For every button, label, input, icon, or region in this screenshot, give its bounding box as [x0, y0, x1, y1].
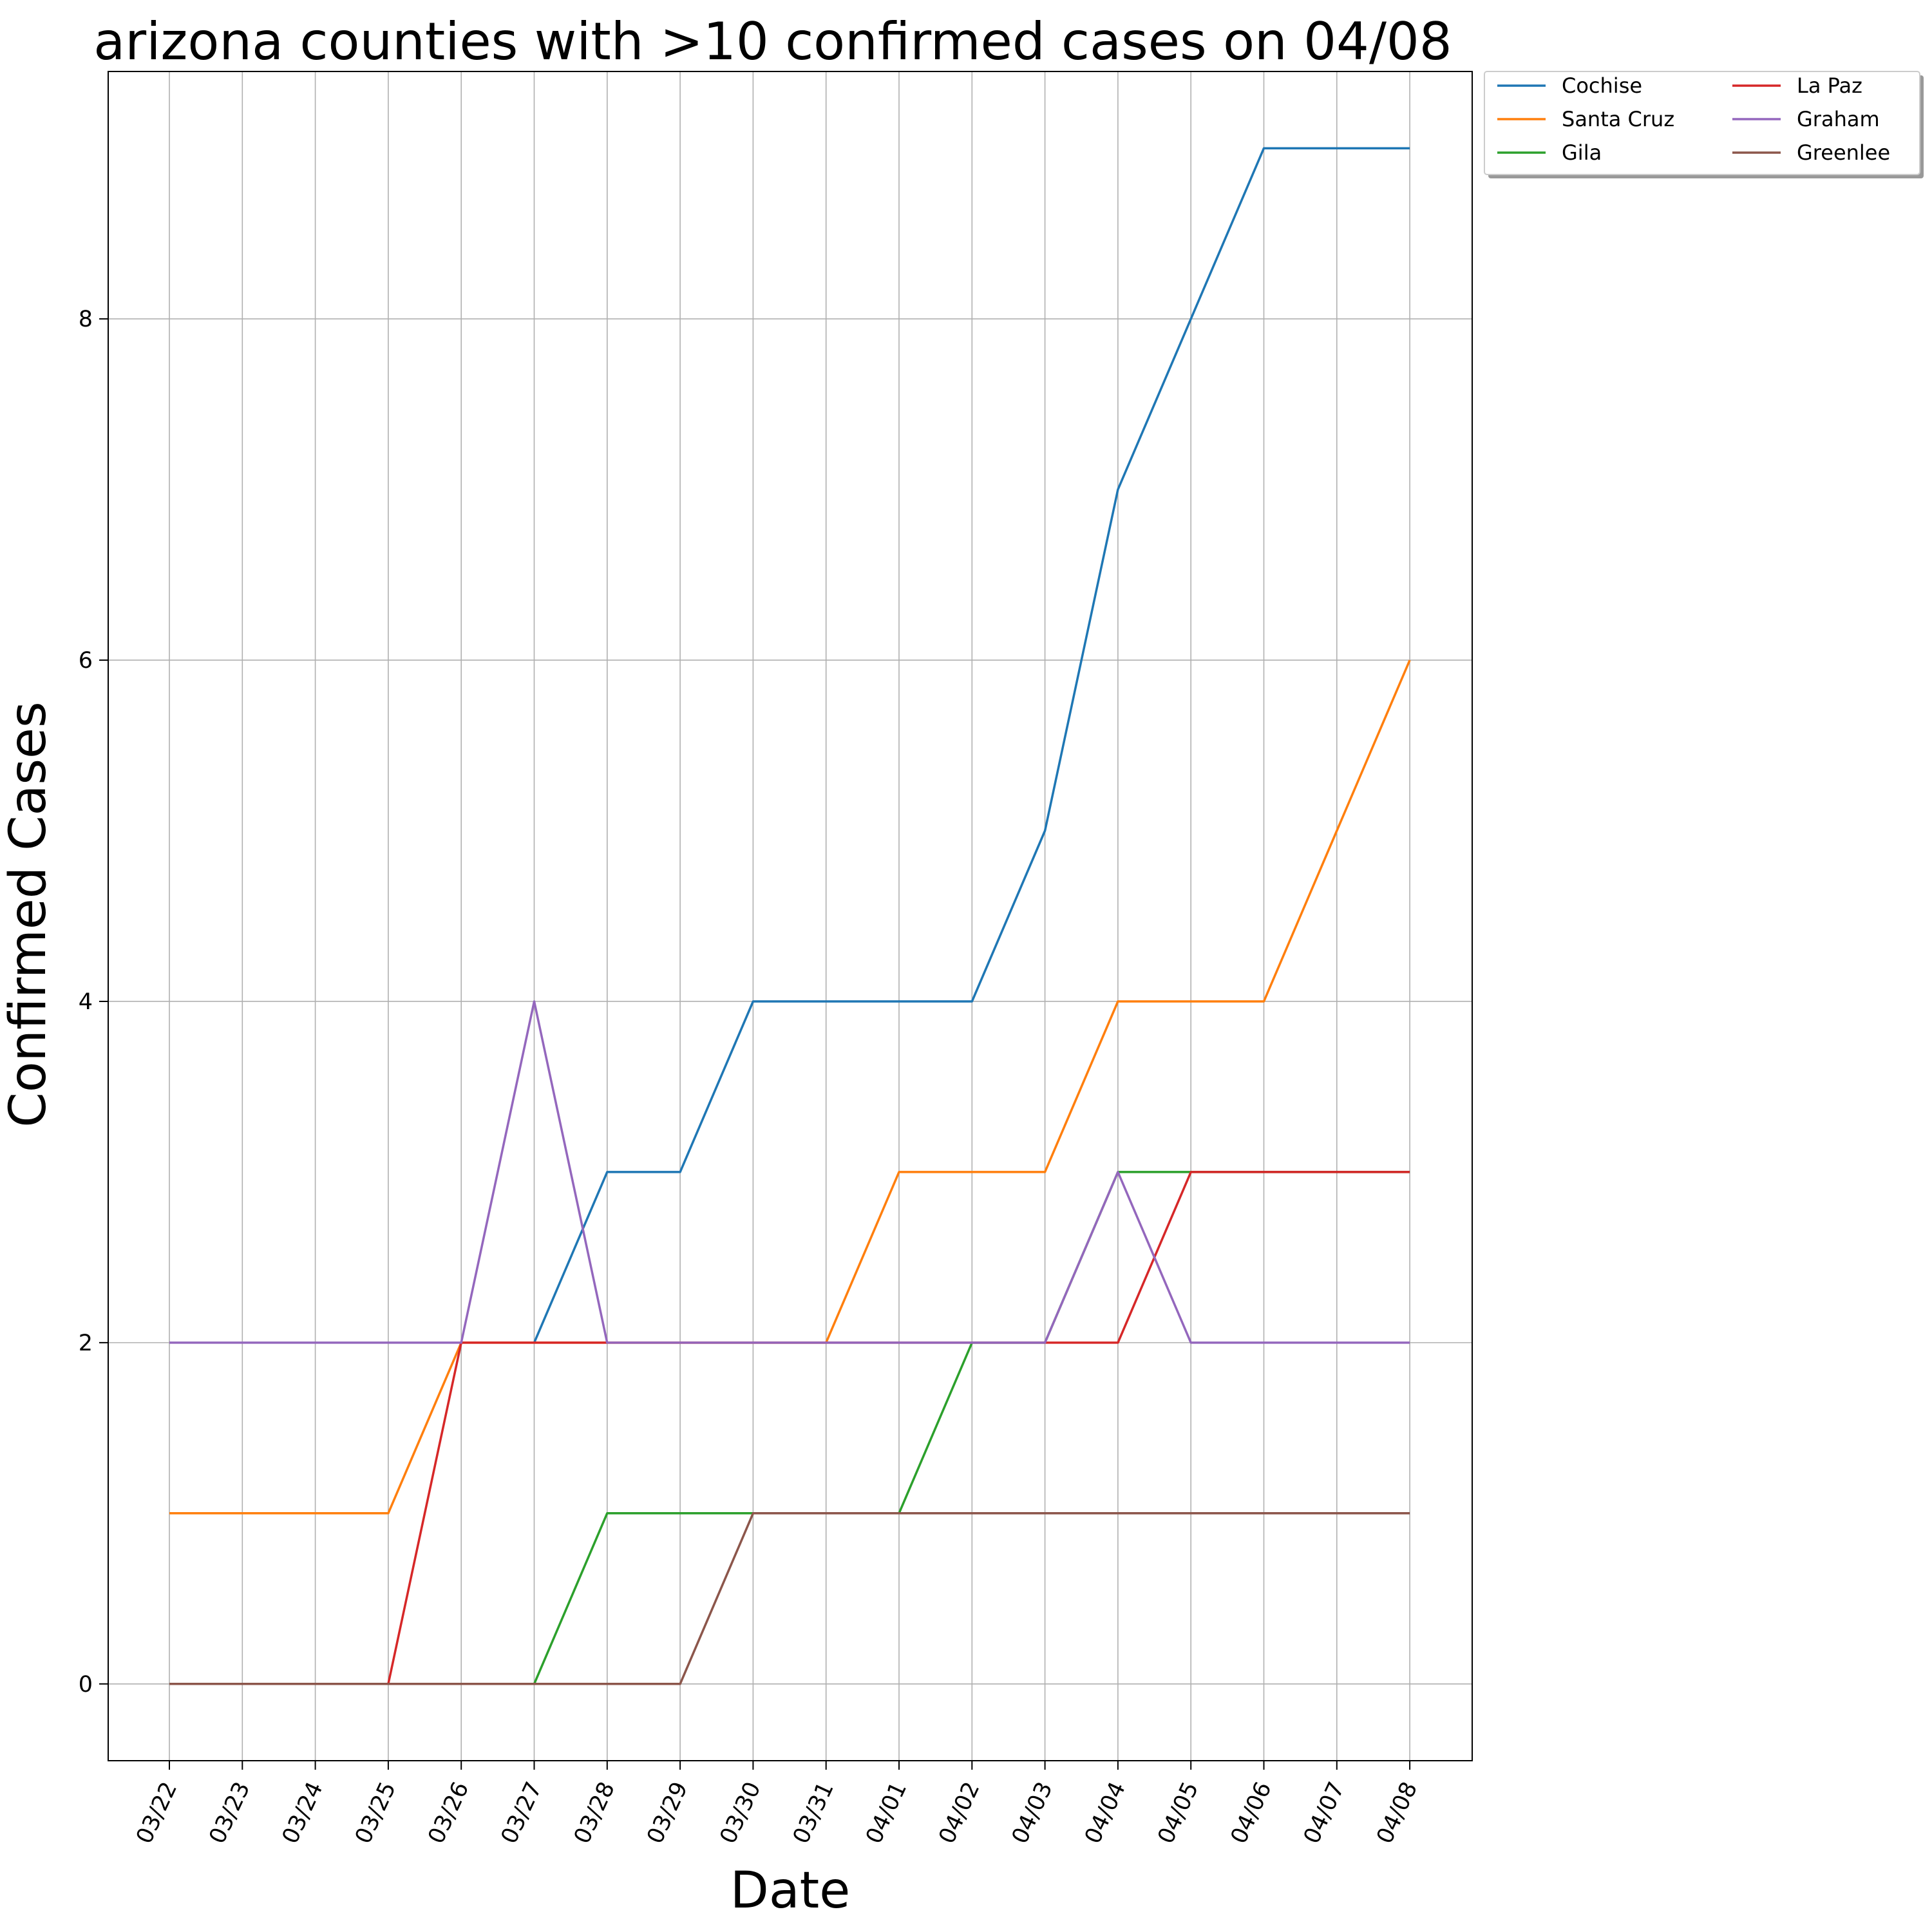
legend-label: Greenlee [1797, 140, 1890, 165]
series-line-cochise [533, 147, 1410, 1343]
y-tick-label: 8 [79, 307, 93, 332]
plot-frame [108, 71, 1473, 1761]
y-tick-label: 2 [79, 1331, 93, 1356]
chart-title: arizona counties with >10 confirmed case… [93, 12, 1452, 71]
y-tick-label: 6 [79, 648, 93, 674]
legend-label: Cochise [1562, 73, 1642, 98]
legend-box [1484, 71, 1920, 175]
legend-label: Gila [1562, 140, 1602, 165]
series-line-graham [169, 1000, 1410, 1344]
legend-label: Graham [1797, 107, 1880, 131]
grid [108, 71, 1472, 1761]
series-lines [169, 147, 1411, 1685]
legend-label: Santa Cruz [1562, 107, 1674, 131]
legend: Cochise Santa Cruz Gila La Paz Graham Greenle… [1484, 71, 1924, 178]
y-tick-label: 4 [79, 989, 93, 1015]
series-line-greenlee [169, 1512, 1410, 1685]
x-axis-title: Date [730, 1862, 850, 1920]
y-tick-label: 0 [79, 1672, 93, 1698]
y-axis-title: Confirmed Cases [0, 701, 57, 1127]
legend-label: La Paz [1797, 73, 1862, 98]
